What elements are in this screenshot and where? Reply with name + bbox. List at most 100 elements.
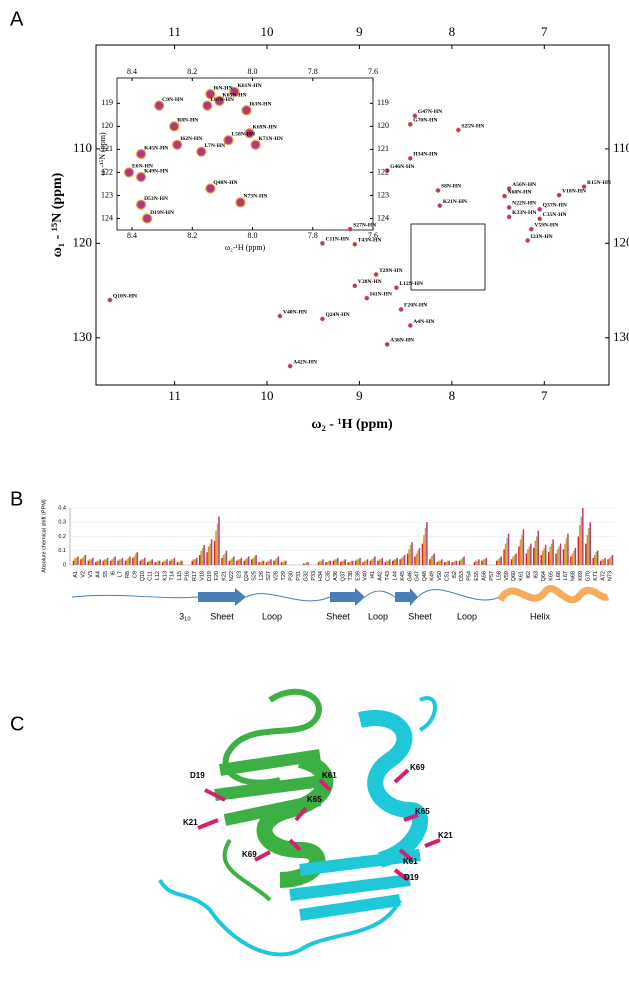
bar	[381, 557, 384, 565]
bar	[121, 557, 124, 565]
structure-label: Helix	[530, 611, 551, 621]
y-tick-label: 120	[73, 234, 93, 249]
x-tick-label: L44	[392, 571, 398, 580]
x-tick-label: D53	[459, 571, 465, 581]
peak	[169, 121, 180, 132]
peak	[241, 105, 252, 116]
bar	[111, 559, 113, 565]
bar	[564, 543, 566, 565]
bar	[285, 560, 287, 565]
x-axis-label: ω₂ - ¹H (ppm)	[311, 417, 393, 432]
x-tick-label: 7.6	[368, 231, 378, 240]
bar	[231, 557, 234, 565]
peak-label: N22N-HN	[512, 201, 536, 207]
bar	[371, 559, 373, 565]
bar	[463, 556, 465, 565]
residue-label: D19	[404, 873, 419, 882]
x-tick-label: K49	[430, 571, 436, 581]
bar	[277, 556, 280, 565]
bar	[127, 557, 130, 565]
bar	[541, 550, 544, 565]
bar	[126, 559, 128, 565]
peak	[581, 184, 587, 190]
x-tick-label: L26	[259, 571, 265, 580]
x-tick-label: 8.4	[127, 67, 137, 76]
bar	[460, 559, 462, 565]
bar	[356, 559, 358, 565]
bar	[602, 559, 605, 565]
bar	[611, 555, 614, 565]
bar	[329, 560, 332, 565]
bar	[540, 555, 542, 565]
bar	[236, 560, 238, 565]
bar	[454, 560, 456, 565]
bar	[363, 560, 366, 565]
x-tick-label: P30	[288, 571, 294, 581]
bar	[351, 560, 354, 565]
bar	[154, 562, 156, 565]
bar	[109, 560, 112, 565]
peak-label: K33N-HN	[512, 210, 536, 216]
y-tick-label: 0.3	[58, 520, 66, 526]
bar	[169, 560, 171, 565]
x-tick-label: Q24	[244, 571, 250, 581]
x-tick-label: 8.2	[187, 231, 197, 240]
bar	[142, 559, 145, 565]
y-tick-label: 120	[377, 121, 389, 130]
bar	[307, 562, 309, 565]
peak	[250, 139, 261, 150]
bar	[350, 560, 352, 565]
x-tick-label: 7.8	[308, 231, 318, 240]
y-tick-label: 119	[377, 98, 389, 107]
bar	[436, 562, 439, 565]
bar	[506, 537, 508, 565]
bar	[530, 543, 532, 565]
bar	[528, 546, 531, 565]
peak	[455, 127, 461, 133]
peak-label: D53N-HN	[144, 196, 168, 202]
peak	[123, 167, 135, 178]
bar	[246, 557, 248, 565]
bar	[233, 556, 235, 565]
bar	[406, 553, 409, 565]
x-tick-label: N73	[608, 571, 614, 581]
bar	[270, 559, 272, 565]
bar	[198, 555, 201, 565]
structure-label: Sheet	[326, 611, 350, 621]
bar	[201, 547, 204, 565]
bar	[265, 562, 268, 565]
bar	[146, 562, 149, 565]
peak-label: S25N-HN	[461, 123, 484, 129]
residue-label: K21	[438, 831, 453, 840]
bar	[157, 560, 159, 565]
bar	[282, 562, 284, 565]
bar	[579, 525, 581, 565]
peak	[320, 316, 325, 322]
bar	[519, 539, 522, 565]
bar	[99, 559, 101, 565]
bar	[402, 556, 404, 565]
peak-label: E6N-HN	[132, 164, 153, 170]
peak	[407, 121, 413, 127]
peak	[229, 86, 240, 97]
bar	[148, 560, 150, 565]
bar	[500, 556, 502, 565]
bar	[515, 553, 517, 565]
bar	[193, 559, 195, 565]
bar	[144, 557, 146, 565]
bar	[537, 530, 540, 565]
y-tick-label: 123	[377, 190, 389, 199]
bar	[124, 560, 127, 565]
bar	[164, 560, 167, 565]
x-tick-label: N68	[571, 571, 577, 581]
bar	[158, 560, 161, 565]
bar	[213, 540, 216, 565]
x-tick-label: K13	[162, 571, 168, 581]
bar	[75, 557, 78, 565]
x-tick-label: I63	[533, 571, 539, 579]
peak	[502, 193, 508, 199]
bar	[118, 559, 121, 565]
bar	[610, 556, 612, 565]
bar	[259, 562, 262, 565]
